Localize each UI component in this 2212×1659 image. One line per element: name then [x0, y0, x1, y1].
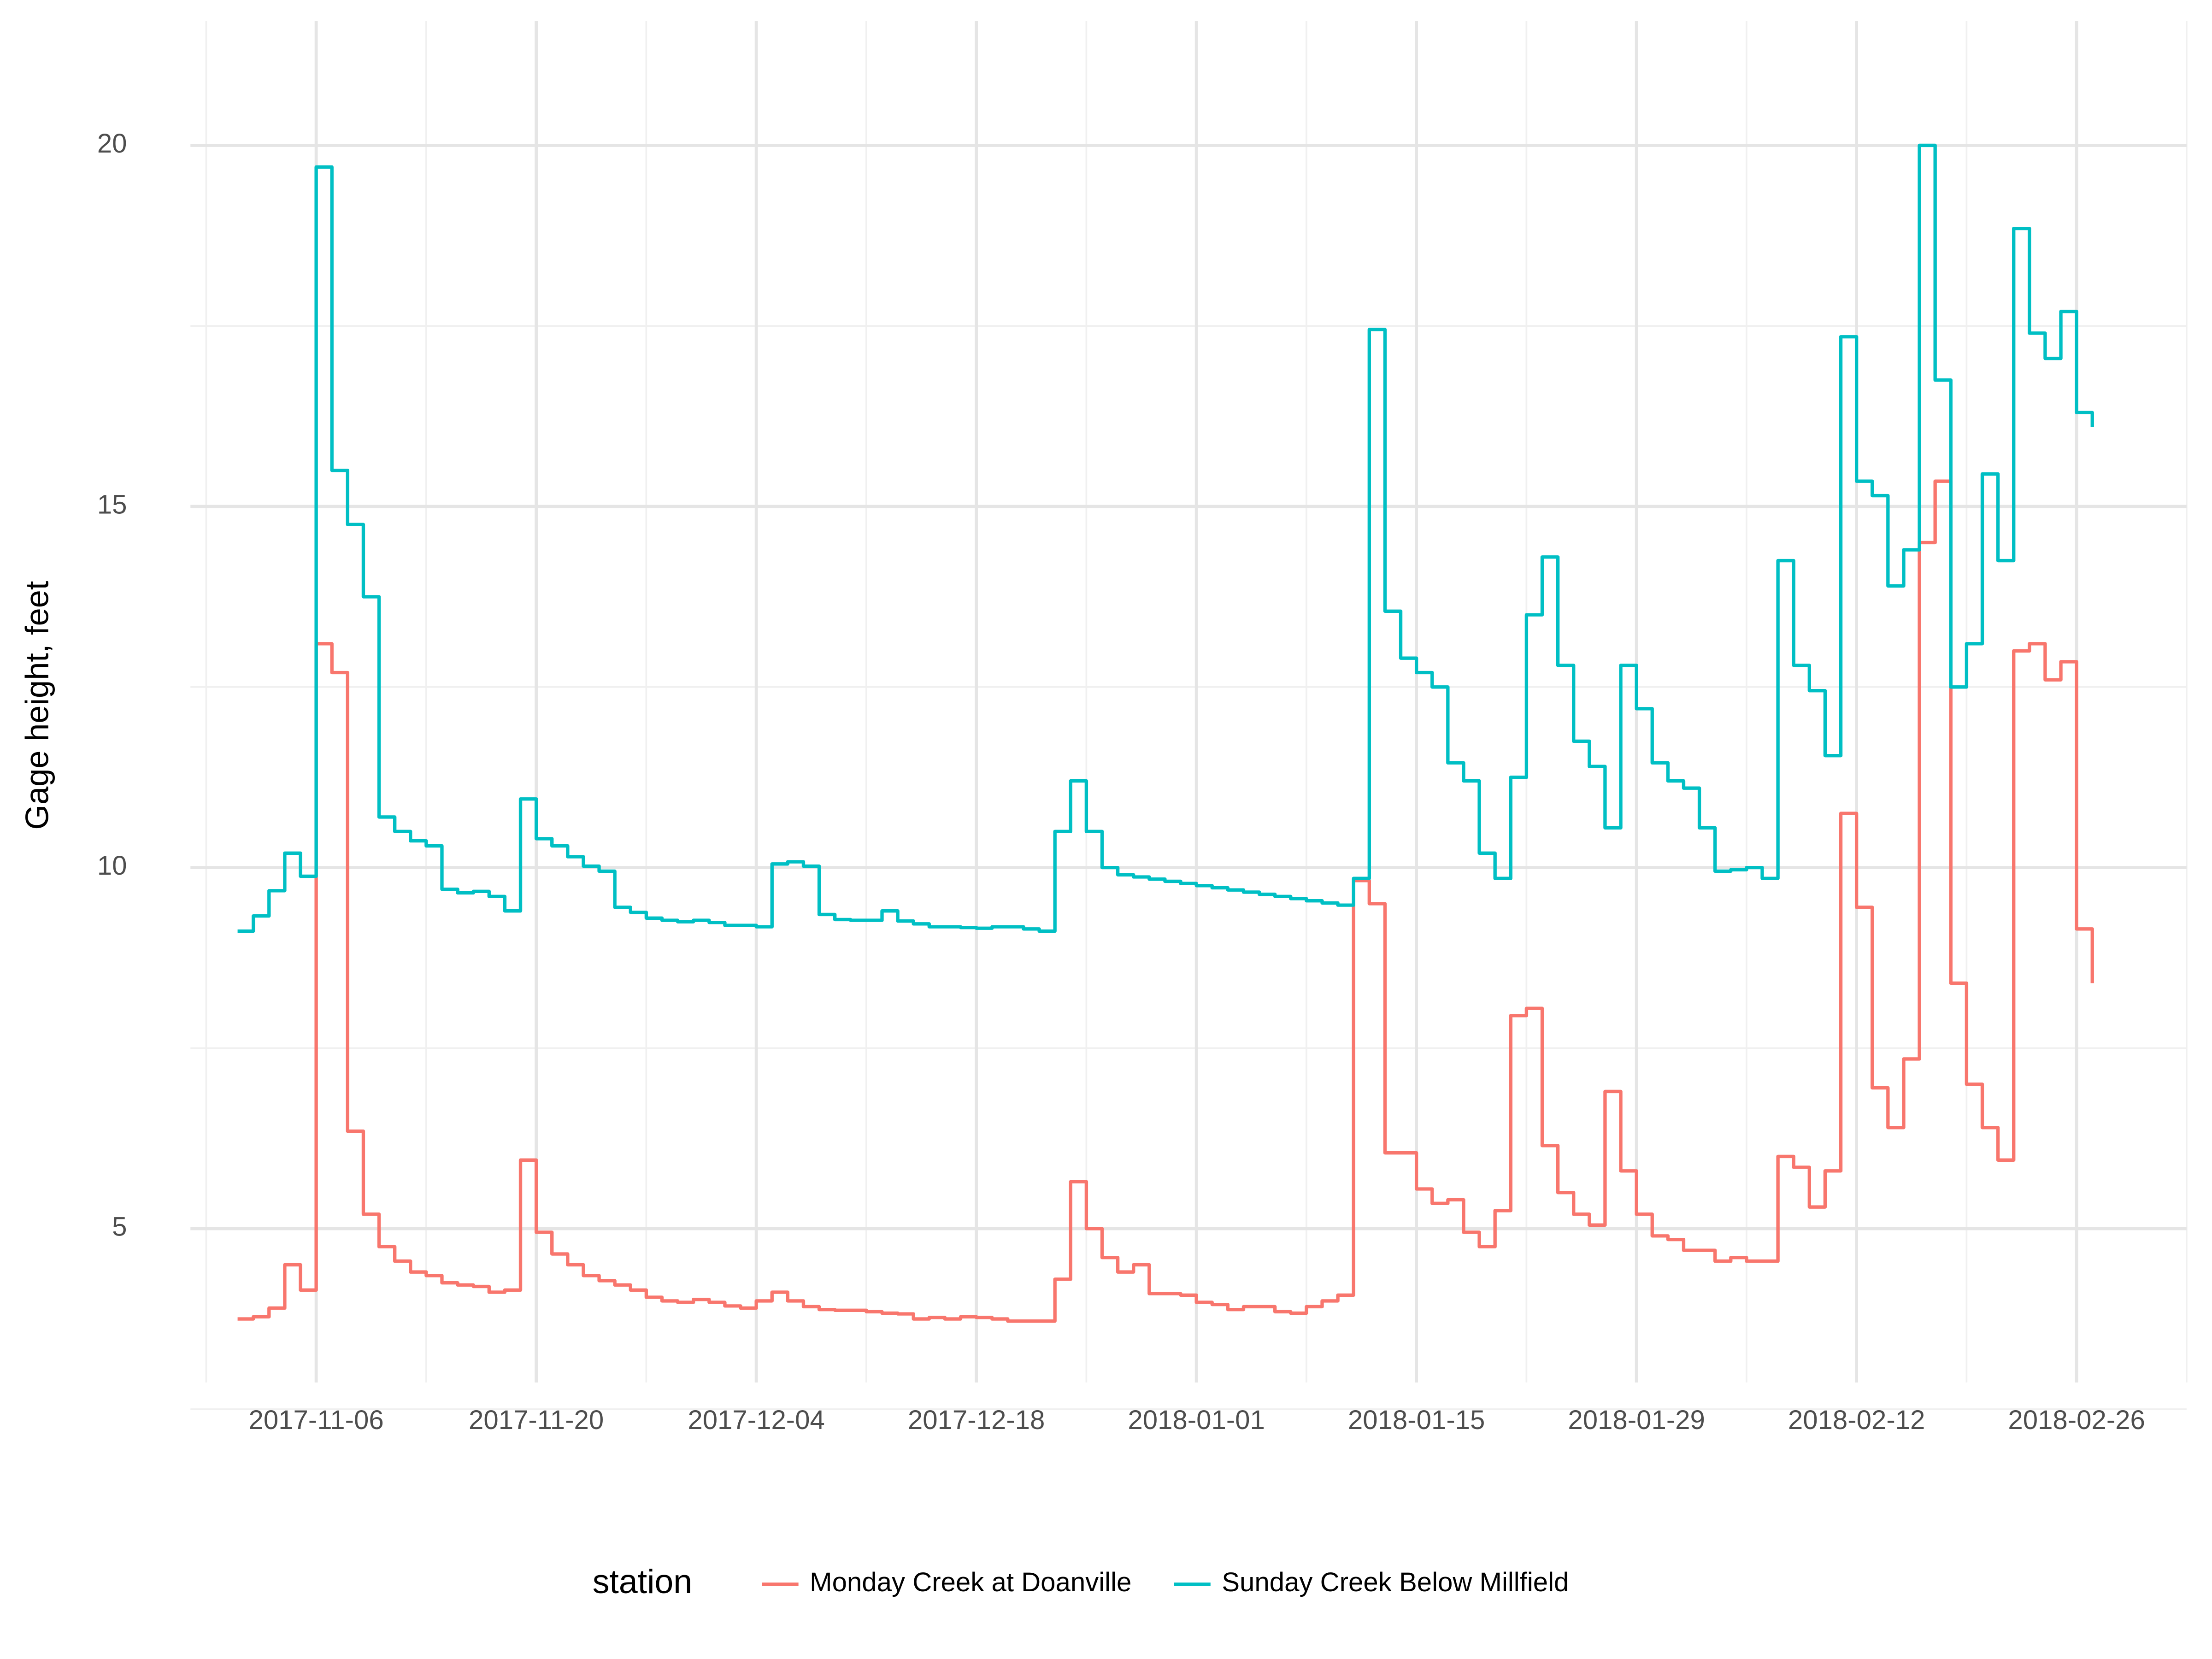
x-tick-label: 2017-12-04: [688, 1405, 824, 1435]
x-tick-label: 2017-11-06: [249, 1405, 384, 1435]
legend-label: Sunday Creek Below Millfield: [1222, 1567, 1569, 1597]
labels: 5 10 15 20 2017-11-06 2017-11-20 2017-12-04 201…: [97, 129, 2145, 1435]
x-tick-label: 2018-01-01: [1128, 1405, 1265, 1435]
x-tick-label: 2018-01-29: [1568, 1405, 1705, 1435]
x-tick-label: 2018-01-15: [1348, 1405, 1485, 1435]
y-axis-title: Gage height, feet: [18, 581, 55, 830]
x-tick-label: 2017-12-18: [908, 1405, 1045, 1435]
legend-label: Monday Creek at Doanville: [810, 1567, 1131, 1597]
legend-title: station: [593, 1562, 692, 1600]
y-tick-label: 15: [97, 489, 127, 519]
series-line: [237, 143, 2094, 933]
legend: station Monday Creek at Doanville Sunday C…: [593, 1562, 1569, 1600]
x-tick-label: 2017-11-20: [469, 1405, 604, 1435]
x-tick-label: 2018-02-12: [1788, 1405, 1925, 1435]
y-tick-label: 10: [97, 851, 127, 881]
lines: [237, 143, 2094, 1323]
y-tick-label: 20: [97, 129, 127, 159]
y-tick-label: 5: [112, 1212, 127, 1242]
x-tick-label: 2018-02-26: [2008, 1405, 2145, 1435]
series-line: [237, 479, 2094, 1323]
